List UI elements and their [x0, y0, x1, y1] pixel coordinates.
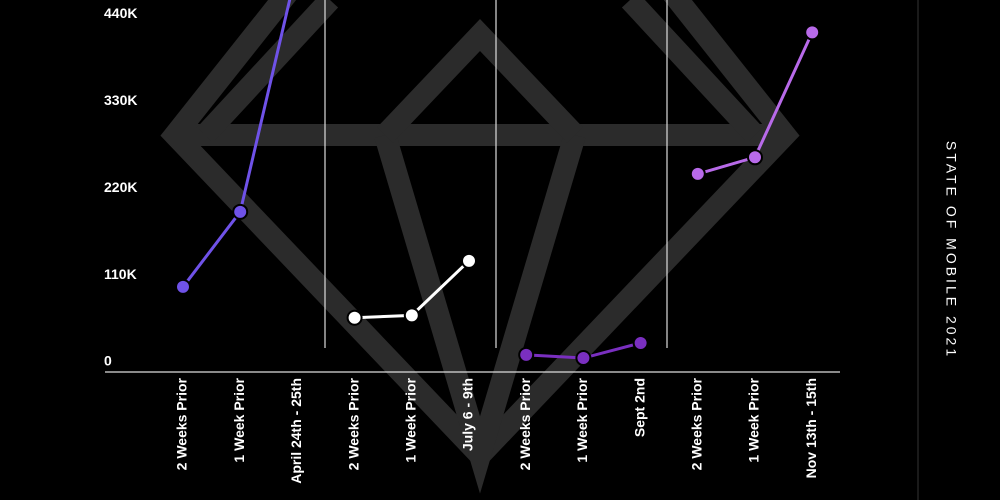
x-tick-label: 2 Weeks Prior	[517, 377, 533, 470]
data-point	[575, 350, 592, 367]
x-tick-label: Sept 2nd	[631, 378, 647, 437]
diamond-watermark	[160, 0, 800, 494]
y-tick-label: 220K	[104, 179, 137, 195]
x-tick-label: Nov 13th - 15th	[803, 378, 819, 478]
data-point	[747, 149, 763, 166]
data-point	[403, 307, 420, 324]
x-tick-label: 1 Week Prior	[231, 377, 247, 462]
data-point	[689, 165, 706, 182]
x-tick-label: April 24th - 25th	[288, 378, 304, 484]
x-tick-label: 1 Week Prior	[746, 377, 762, 462]
x-tick-label: 1 Week Prior	[574, 377, 590, 462]
data-point	[518, 346, 535, 363]
data-point	[175, 278, 191, 295]
x-tick-label: 2 Weeks Prior	[345, 377, 361, 470]
data-point	[632, 335, 649, 352]
y-tick-label: 330K	[104, 92, 137, 108]
data-point	[346, 309, 363, 326]
x-tick-label: 1 Week Prior	[403, 377, 419, 462]
x-tick-label: 2 Weeks Prior	[174, 377, 190, 470]
x-tick-label: 2 Weeks Prior	[689, 377, 705, 470]
data-point	[804, 24, 821, 41]
data-point	[232, 203, 249, 220]
y-tick-label: 440K	[104, 5, 137, 21]
side-title: STATE OF MOBILE 2021	[943, 141, 959, 359]
y-tick-label: 110K	[104, 266, 137, 282]
y-tick-label: 0	[104, 353, 112, 369]
x-tick-label: July 6 - 9th	[460, 378, 476, 451]
data-point	[461, 252, 477, 269]
